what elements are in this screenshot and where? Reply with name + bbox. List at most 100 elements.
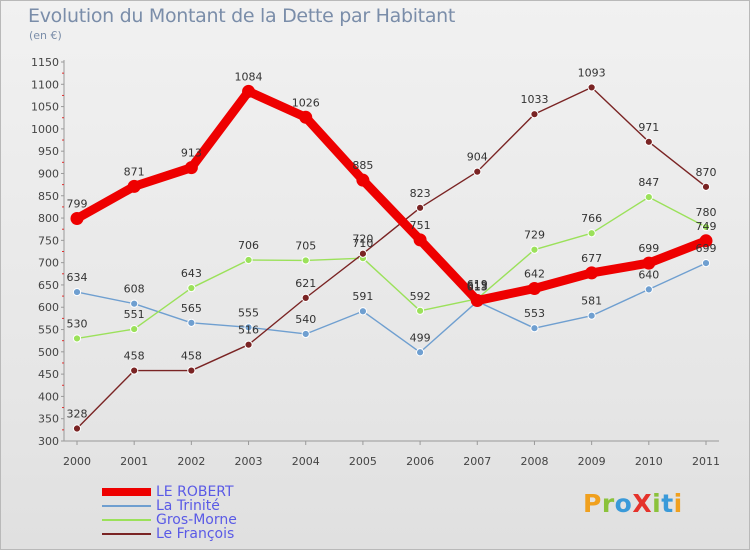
data-point bbox=[644, 137, 653, 146]
data-label: 499 bbox=[410, 331, 431, 344]
data-point bbox=[299, 110, 313, 124]
data-point bbox=[244, 340, 253, 349]
data-point bbox=[701, 222, 711, 232]
data-label: 328 bbox=[67, 408, 88, 421]
x-tick-label: 2009 bbox=[578, 455, 606, 468]
series-line bbox=[76, 86, 707, 430]
x-tick-label: 2003 bbox=[235, 455, 263, 468]
data-point bbox=[244, 323, 253, 332]
logo-letter: i bbox=[652, 489, 662, 518]
chart-title: Evolution du Montant de la Dette par Hab… bbox=[28, 5, 456, 27]
data-label: 615 bbox=[467, 280, 488, 293]
legend-label: LE ROBERT bbox=[156, 484, 234, 500]
logo-letter: P bbox=[583, 489, 602, 518]
y-tick-label: 750 bbox=[38, 234, 59, 247]
y-tick-label: 1150 bbox=[31, 56, 59, 69]
series-0 bbox=[70, 84, 713, 308]
data-point bbox=[642, 256, 656, 270]
logo-letter: r bbox=[601, 489, 615, 518]
x-tick-label: 2010 bbox=[635, 455, 663, 468]
series-line bbox=[72, 86, 711, 306]
data-label: 634 bbox=[67, 271, 88, 284]
data-label: 540 bbox=[295, 313, 316, 326]
series-line bbox=[76, 262, 707, 353]
data-label: 581 bbox=[581, 295, 602, 308]
y-tick-label: 600 bbox=[38, 301, 59, 314]
data-point bbox=[301, 329, 310, 339]
y-tick-label: 950 bbox=[38, 145, 59, 158]
data-label: 705 bbox=[295, 239, 316, 252]
logo-letter: o bbox=[614, 489, 633, 518]
data-point bbox=[644, 285, 653, 294]
legend-label: Le François bbox=[156, 526, 235, 542]
data-point bbox=[701, 258, 711, 268]
data-label: 458 bbox=[124, 350, 145, 363]
x-tick-label: 2000 bbox=[63, 455, 91, 468]
data-label: 551 bbox=[124, 308, 145, 321]
data-label: 871 bbox=[124, 165, 145, 178]
data-point bbox=[301, 256, 310, 265]
data-point bbox=[184, 161, 198, 175]
data-point bbox=[530, 110, 539, 119]
y-tick-label: 350 bbox=[38, 413, 59, 426]
x-tick-label: 2011 bbox=[692, 455, 720, 468]
data-label: 751 bbox=[410, 219, 431, 232]
x-tick-label: 2005 bbox=[349, 455, 377, 468]
data-label: 729 bbox=[524, 229, 545, 242]
data-label: 613 bbox=[467, 280, 488, 293]
series-line bbox=[76, 196, 707, 340]
legend-label: Gros-Morne bbox=[156, 512, 237, 528]
data-label: 640 bbox=[638, 268, 659, 281]
data-label: 720 bbox=[352, 233, 373, 246]
data-point bbox=[587, 229, 596, 238]
data-label: 885 bbox=[352, 159, 373, 172]
data-label: 766 bbox=[581, 212, 602, 225]
data-label: 555 bbox=[238, 306, 259, 319]
data-label: 458 bbox=[181, 350, 202, 363]
data-point bbox=[70, 212, 84, 226]
data-label: 870 bbox=[696, 166, 717, 179]
data-label: 799 bbox=[67, 198, 88, 211]
data-label: 847 bbox=[638, 176, 659, 189]
data-label: 699 bbox=[638, 242, 659, 255]
data-label: 1033 bbox=[520, 93, 548, 106]
data-point bbox=[644, 193, 653, 202]
logo-letter: i bbox=[673, 489, 683, 518]
x-axis: 2000 2001 2002 2003 2004 2005 2006 2007 2008 2009… bbox=[63, 440, 720, 468]
data-point bbox=[127, 179, 141, 193]
x-tick-label: 2004 bbox=[292, 455, 320, 468]
data-point bbox=[72, 334, 82, 343]
data-point bbox=[72, 424, 82, 433]
data-point bbox=[585, 266, 599, 280]
data-label: 699 bbox=[696, 242, 717, 255]
data-point bbox=[699, 234, 713, 248]
data-label: 530 bbox=[67, 317, 88, 330]
data-point bbox=[413, 233, 427, 247]
y-tick-label: 850 bbox=[38, 190, 59, 203]
data-point bbox=[244, 255, 253, 265]
data-point bbox=[415, 306, 425, 315]
data-point bbox=[130, 324, 139, 334]
data-label: 677 bbox=[581, 252, 602, 265]
y-tick-label: 500 bbox=[38, 346, 59, 359]
series-layer bbox=[70, 83, 713, 433]
y-tick-label: 300 bbox=[38, 435, 59, 448]
data-label: 904 bbox=[467, 151, 488, 164]
legend-swatch bbox=[102, 533, 151, 535]
y-tick-label: 1050 bbox=[31, 101, 59, 114]
data-point bbox=[130, 366, 139, 375]
data-point bbox=[242, 84, 256, 98]
data-point bbox=[301, 293, 310, 302]
data-point bbox=[358, 249, 368, 258]
proxiti-logo: ProXiti bbox=[583, 489, 683, 518]
legend-swatch bbox=[102, 488, 151, 496]
data-point bbox=[470, 294, 484, 308]
data-label: 1026 bbox=[292, 96, 320, 109]
data-label: 621 bbox=[295, 277, 316, 290]
data-label: 608 bbox=[124, 283, 145, 296]
y-tick-label: 450 bbox=[38, 368, 59, 381]
data-labels: 634 608 565 555 540 591 499 613 553 581 640 699 530 5… bbox=[67, 66, 717, 420]
data-label: 780 bbox=[696, 206, 717, 219]
series-1 bbox=[72, 258, 711, 357]
